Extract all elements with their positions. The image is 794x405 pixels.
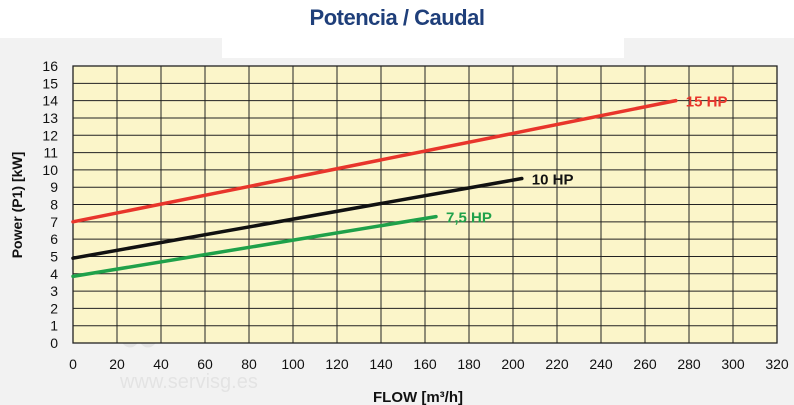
x-tick-label: 40 — [153, 356, 169, 372]
y-tick-label: 8 — [50, 197, 58, 213]
y-tick-label: 12 — [42, 127, 58, 143]
y-tick-label: 3 — [50, 283, 58, 299]
x-tick-label: 140 — [369, 356, 393, 372]
x-axis-label: FLOW [m³/h] — [373, 389, 463, 405]
x-tick-labels: 0 20 40 60 80 100 120 140 160 180 200 220 240 260 280 3… — [69, 356, 789, 372]
x-tick-label: 180 — [457, 356, 481, 372]
y-tick-label: 5 — [50, 248, 58, 264]
y-tick-label: 1 — [50, 318, 58, 334]
x-tick-label: 0 — [69, 356, 77, 372]
watermark-url-text: www.servisg.es — [119, 371, 258, 393]
series-line — [71, 214, 438, 279]
x-tick-label: 280 — [677, 356, 701, 372]
series-label: 15 HP — [686, 94, 728, 111]
y-axis-label: Power (P1) [kW] — [9, 152, 25, 259]
title-bar — [0, 0, 794, 38]
series-label: 10 HP — [532, 172, 574, 189]
y-tick-label: 10 — [42, 162, 58, 178]
x-tick-label: 20 — [109, 356, 125, 372]
series-lines — [71, 98, 678, 279]
y-tick-label: 2 — [50, 300, 58, 316]
series-labels: 15 HP 10 HP 7,5 HP — [446, 94, 728, 227]
x-tick-label: 240 — [589, 356, 613, 372]
y-tick-label: 9 — [50, 179, 58, 195]
y-tick-label: 6 — [50, 231, 58, 247]
grid — [72, 65, 778, 344]
y-tick-label: 16 — [42, 58, 58, 74]
y-tick-label: 14 — [42, 93, 58, 109]
series-line — [71, 176, 524, 260]
y-tick-label: 4 — [50, 266, 58, 282]
title-tab-panel — [222, 38, 624, 58]
x-tick-label: 120 — [325, 356, 349, 372]
x-tick-label: 320 — [765, 356, 789, 372]
x-tick-label: 60 — [197, 356, 213, 372]
x-tick-label: 200 — [501, 356, 525, 372]
x-tick-label: 260 — [633, 356, 657, 372]
y-tick-label: 11 — [43, 145, 58, 161]
x-tick-label: 160 — [413, 356, 437, 372]
x-tick-label: 220 — [545, 356, 569, 372]
y-tick-label: 7 — [50, 214, 58, 230]
x-tick-label: 100 — [281, 356, 305, 372]
x-tick-label: 80 — [241, 356, 257, 372]
y-tick-label: 15 — [42, 75, 58, 91]
y-tick-label: 13 — [42, 110, 58, 126]
series-label: 7,5 HP — [446, 210, 492, 227]
series-line — [71, 98, 678, 224]
y-tick-label: 0 — [50, 335, 58, 351]
x-tick-label: 300 — [721, 356, 745, 372]
page-title: Potencia / Caudal — [309, 5, 485, 30]
